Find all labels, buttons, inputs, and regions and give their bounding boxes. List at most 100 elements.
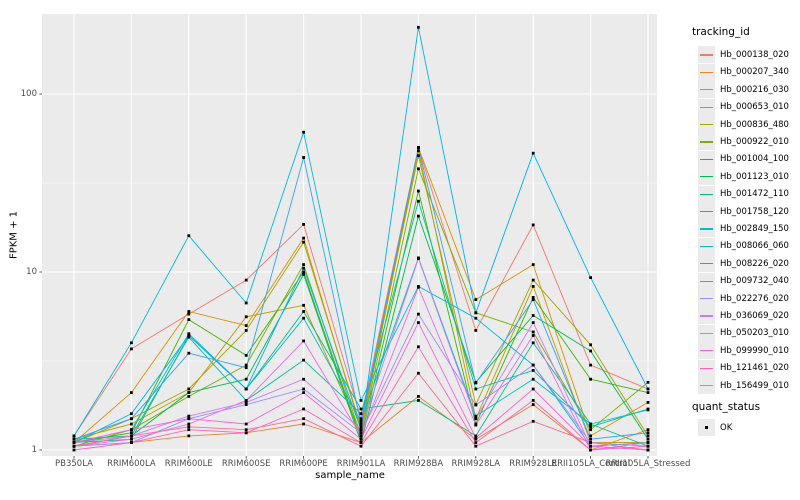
data-point [531,377,535,381]
legend-key [698,185,715,203]
legend-entry-label: Hb_099990_010 [720,345,789,356]
data-point [130,412,133,416]
legend: tracking_id Hb_000138_020 Hb_000207_340 Hb… [690,0,800,500]
legend-entry: Hb_008066_060 [698,237,789,255]
data-point [302,270,305,274]
legend-entry-label: Hb_008226_020 [720,258,789,269]
data-point [589,428,592,432]
data-point [187,387,191,391]
data-point [187,391,191,394]
legend-key [698,307,715,325]
data-point [646,444,650,448]
data-point [244,278,248,282]
legend-entry-label: Hb_001123_010 [720,171,789,182]
data-point [417,345,420,349]
legend-entry-label: Hb_156499_010 [720,380,789,391]
legend-entry-label: Hb_000836_480 [720,119,789,130]
data-point [187,332,191,336]
legend-color-line [700,123,713,126]
x-axis-title: sample_name [315,470,385,481]
legend-entry: Hb_022276_020 [698,290,789,308]
data-point [531,296,535,299]
data-point [589,276,592,279]
legend-entry-label: Hb_000653_010 [720,102,789,113]
data-point [302,358,305,362]
legend-entry-label: Hb_001758_120 [720,206,789,217]
legend-key [698,98,715,116]
data-point [359,431,363,435]
legend-entry-label: Hb_000922_010 [720,136,789,147]
data-point [72,441,76,444]
legend-color-line [700,106,713,108]
data-point [244,403,248,406]
legend-key [698,342,715,360]
legend-key [698,81,715,99]
legend-entry-label: Hb_008066_060 [720,241,789,252]
legend-entry: Hb_002849_150 [698,220,789,238]
data-point [531,363,535,367]
data-point [359,422,363,426]
legend-key [698,419,715,437]
data-point [474,417,478,421]
data-point [244,354,248,357]
data-point [302,339,305,343]
legend-tracking-title: tracking_id [692,26,750,38]
data-point [474,434,478,438]
legend-key [698,168,715,186]
data-point [531,321,535,324]
data-point [417,399,420,402]
data-point [646,448,650,452]
legend-ok-label: OK [720,422,733,433]
data-point [531,334,535,337]
legend-color-line [700,210,713,213]
data-point [646,408,650,412]
data-point [589,343,592,347]
data-point [244,329,248,332]
x-tick-label: RRIM600LE [164,459,213,469]
data-point [359,399,363,402]
data-point [474,403,478,407]
data-point [589,437,592,441]
x-tick-label: RRIM928LE [509,459,558,469]
data-point [531,403,535,406]
data-point [474,387,478,391]
legend-entry-label: Hb_000207_340 [720,67,789,78]
legend-color-line [700,141,713,143]
data-point [72,448,76,452]
data-point [589,448,592,452]
data-point [474,311,478,315]
y-tick-label: 100 [20,89,37,99]
y-tick-label: 10 [26,267,37,277]
data-point [72,434,76,438]
data-point [474,441,478,444]
data-point [531,151,535,155]
data-point [531,399,535,402]
data-point [72,444,76,448]
legend-entry: Hb_009732_040 [698,272,789,290]
data-point [531,223,535,227]
data-point [130,422,133,426]
plot-panel [42,14,657,456]
data-point [359,425,363,429]
data-point [359,417,363,421]
data-point [187,318,191,321]
legend-entry: Hb_001123_010 [698,168,789,186]
data-point [244,366,248,370]
data-point [187,425,191,429]
legend-color-line [700,228,713,230]
data-point [531,419,535,423]
x-tick-label: RRIM600PE [279,459,328,469]
data-point [302,240,305,244]
x-tick-label: RRII105LA_Stressed [605,459,691,469]
legend-entry: Hb_000922_010 [698,133,789,151]
data-point [187,334,191,337]
data-point [130,434,133,438]
legend-key [698,377,715,395]
data-point [359,407,363,411]
legend-entry-label: Hb_036069_020 [720,310,789,321]
data-point [244,377,248,381]
data-point [417,312,420,316]
legend-color-line [700,71,713,74]
y-axis-title: FPKM + 1 [8,210,20,260]
